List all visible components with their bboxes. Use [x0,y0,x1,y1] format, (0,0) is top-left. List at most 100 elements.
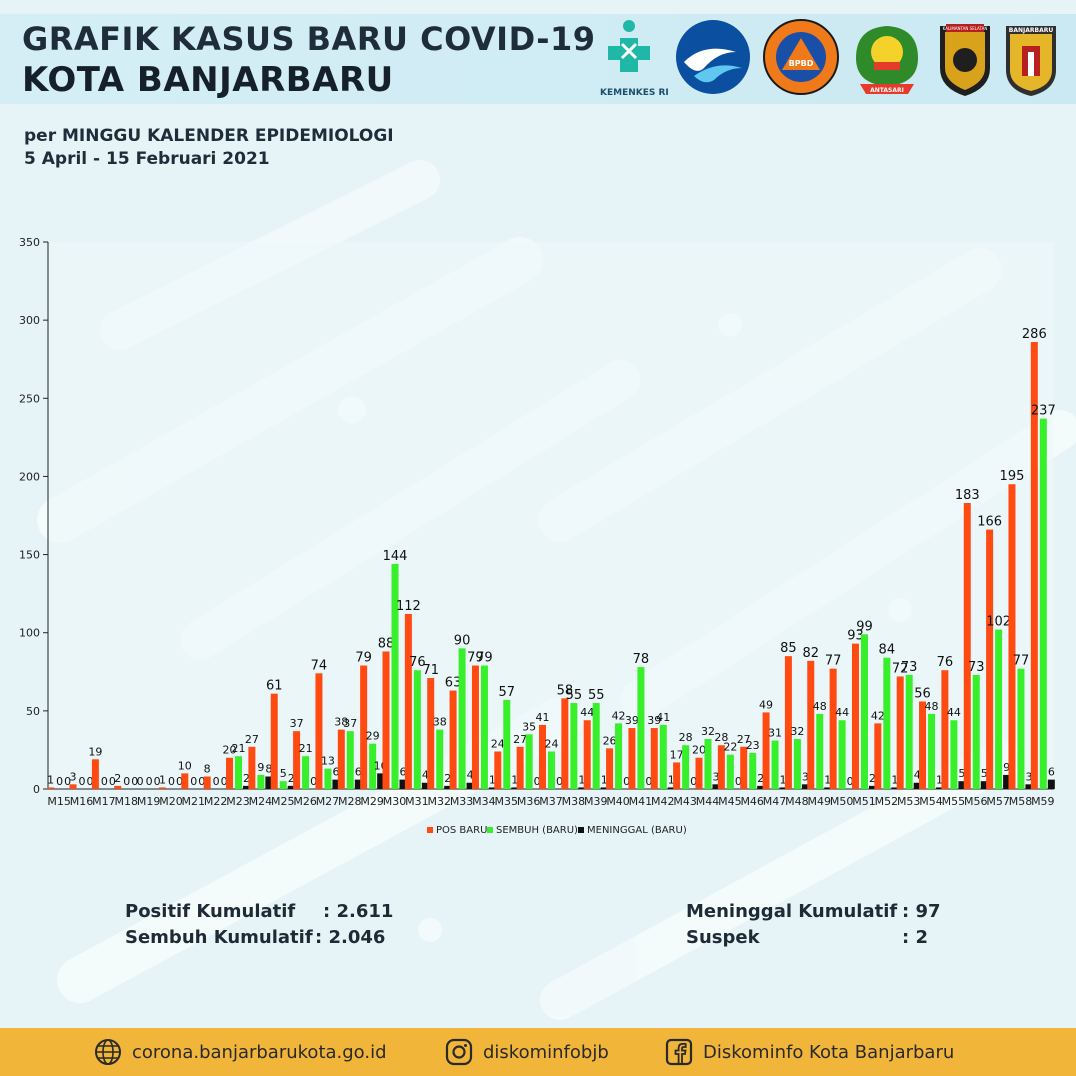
sembuh-kumulatif: Sembuh Kumulatif: 2.046 [125,927,385,948]
data-label: 79 [467,651,484,666]
bar-sembuh-baru [793,738,801,789]
x-tick-label: M44 [696,795,720,808]
data-label: 0 [198,775,205,788]
footer-website[interactable]: corona.banjarbarukota.go.id [94,1038,387,1066]
footer-facebook[interactable]: Diskominfo Kota Banjarbaru [665,1038,954,1066]
data-label: 8 [265,762,272,775]
bar-pos-baru [561,698,569,789]
data-label: 1 [780,773,787,786]
data-label: 13 [321,755,335,768]
data-label: 0 [190,775,197,788]
x-tick-label: M47 [763,795,787,808]
data-label: 32 [790,725,804,738]
bar-meninggal-baru [488,787,496,789]
bar-meninggal-baru [399,779,407,789]
korem-emblem-icon: ANTASARI [856,26,918,94]
data-label: 5 [280,767,287,780]
website-text: corona.banjarbarukota.go.id [132,1041,387,1063]
bar-sembuh-baru [570,703,578,789]
instagram-icon [445,1038,473,1066]
x-tick-label: M49 [808,795,832,808]
data-label: 0 [556,775,563,788]
banjarbaru-text: BANJARBARU [1009,27,1054,34]
chart-subtitle: per MINGGU KALENDER EPIDEMIOLOGI [24,126,394,146]
legend-label: POS BARU [436,825,487,836]
bar-sembuh-baru [726,754,734,789]
footer-instagram[interactable]: diskominfobjb [445,1038,609,1066]
bar-pos-baru [695,757,703,789]
bar-sembuh-baru [615,723,623,789]
data-label: 0 [79,775,86,788]
bar-meninggal-baru [980,781,988,789]
data-label: 82 [802,646,819,661]
bar-pos-baru [784,656,792,789]
data-label: 0 [221,775,228,788]
data-label: 76 [937,655,954,670]
bar-meninggal-baru [958,781,966,789]
bar-sembuh-baru [883,657,891,789]
bar-sembuh-baru [1039,418,1047,789]
data-label: 93 [847,629,864,644]
data-label: 49 [759,698,773,711]
data-label: 41 [656,711,670,724]
y-tick-label: 150 [19,549,40,562]
x-tick-label: M45 [718,795,742,808]
x-tick-label: M27 [316,795,340,808]
data-label: 27 [737,733,751,746]
bar-pos-baru [181,773,189,789]
data-label: 79 [355,651,372,666]
bpbd-icon: BPBD [763,19,839,95]
bar-meninggal-baru [757,785,765,789]
data-label: 0 [131,775,138,788]
bar-pos-baru [650,728,658,789]
data-label: 2 [757,772,764,785]
data-label: 88 [378,636,395,651]
x-tick-label: M51 [852,795,876,808]
data-label: 23 [746,739,760,752]
bar-meninggal-baru [913,782,921,789]
bar-meninggal-baru [511,787,519,789]
bpbd-text: BPBD [789,59,814,68]
bar-pos-baru [628,728,636,789]
data-label: 78 [633,652,650,667]
bar-meninggal-baru [824,787,832,789]
data-label: 1 [601,773,608,786]
bar-pos-baru [427,678,435,789]
data-label: 0 [146,775,153,788]
data-label: 1 [891,773,898,786]
data-label: 9 [257,761,264,774]
data-label: 5 [958,767,965,780]
bar-sembuh-baru [950,720,958,789]
bar-meninggal-baru [1025,784,1033,789]
bar-pos-baru [248,746,256,789]
bar-sembuh-baru [235,756,243,789]
facebook-icon [665,1038,693,1066]
data-label: 0 [64,775,71,788]
data-label: 1 [936,773,943,786]
data-label: 4 [422,769,429,782]
data-label: 4 [914,769,921,782]
bar-meninggal-baru [667,787,675,789]
footer-bar: corona.banjarbarukota.go.id diskominfobj… [0,1028,1076,1076]
bar-pos-baru [740,746,748,789]
data-label: 71 [422,663,439,678]
bar-meninggal-baru [466,782,474,789]
data-label: 0 [168,775,175,788]
positif-kumulatif: Positif Kumulatif: 2.611 [125,901,393,922]
bar-pos-baru [516,746,524,789]
data-label: 99 [856,619,873,634]
data-label: 2 [288,772,295,785]
polda-text: KALIMANTAN SELATAN [943,26,988,31]
bpbd-logo: BPBD [762,18,840,96]
data-label: 0 [310,775,317,788]
legend-swatch [427,827,433,833]
x-tick-label: M41 [629,795,653,808]
x-tick-label: M37 [539,795,563,808]
bar-sembuh-baru [548,751,555,789]
x-tick-label: M23 [226,795,250,808]
data-label: 0 [137,775,144,788]
data-label: 1 [47,773,54,786]
police-badge-icon: KALIMANTAN SELATAN [940,24,990,96]
data-label: 10 [178,759,192,772]
data-label: 166 [977,515,1002,530]
